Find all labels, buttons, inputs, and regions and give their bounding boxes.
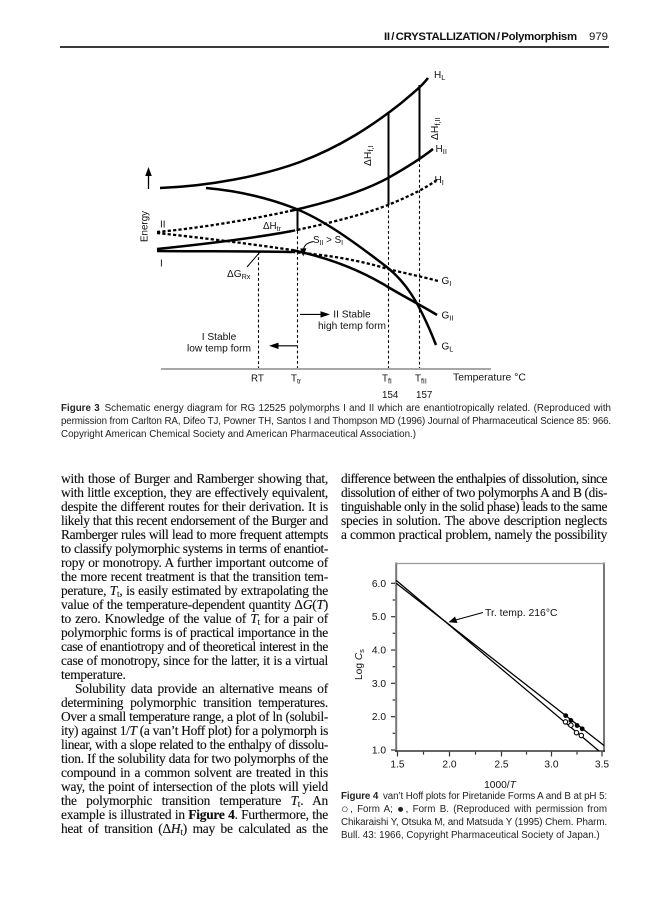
svg-text:Energy: Energy: [140, 211, 151, 242]
svg-text:Log Cs: Log Cs: [354, 649, 366, 680]
svg-text:1000/T: 1000/T: [484, 780, 517, 791]
svg-text:I: I: [160, 259, 163, 270]
svg-text:Tr. temp. 216°C: Tr. temp. 216°C: [485, 608, 558, 619]
svg-text:TfII: TfII: [415, 374, 427, 386]
svg-text:GII: GII: [442, 311, 454, 323]
svg-text:low temp form: low temp form: [187, 344, 251, 355]
svg-text:HL: HL: [434, 70, 445, 82]
svg-text:1.5: 1.5: [390, 760, 404, 771]
svg-text:HI: HI: [435, 175, 444, 187]
svg-text:TfI: TfI: [382, 374, 392, 386]
svg-text:Ttr: Ttr: [291, 374, 302, 386]
svg-text:157: 157: [416, 390, 432, 401]
svg-text:ΔHf,II: ΔHf,II: [430, 117, 442, 140]
svg-text:Temperature °C: Temperature °C: [453, 373, 526, 384]
svg-text:2.0: 2.0: [372, 712, 386, 723]
svg-text:3.0: 3.0: [372, 679, 386, 690]
svg-text:2.0: 2.0: [442, 760, 456, 771]
svg-text:II Stable: II Stable: [333, 310, 371, 321]
svg-text:GL: GL: [442, 342, 454, 354]
svg-text:5.0: 5.0: [372, 612, 386, 623]
svg-text:ΔGRx: ΔGRx: [227, 269, 251, 281]
svg-text:1.0: 1.0: [372, 746, 386, 757]
svg-text:I Stable: I Stable: [202, 332, 237, 343]
svg-text:6.0: 6.0: [372, 579, 386, 590]
svg-text:II: II: [160, 220, 166, 231]
svg-text:high temp form: high temp form: [318, 321, 386, 332]
svg-text:ΔHf,I: ΔHf,I: [363, 145, 375, 166]
svg-text:SII > SI: SII > SI: [313, 235, 343, 247]
svg-text:4.0: 4.0: [372, 646, 386, 657]
svg-text:ΔHtr: ΔHtr: [263, 221, 282, 233]
svg-text:2.5: 2.5: [494, 760, 508, 771]
svg-text:3.0: 3.0: [544, 760, 558, 771]
svg-text:HII: HII: [436, 144, 447, 156]
svg-text:3.5: 3.5: [595, 760, 609, 771]
svg-text:RT: RT: [251, 374, 264, 385]
svg-text:154: 154: [382, 390, 399, 401]
svg-text:GI: GI: [442, 276, 452, 288]
